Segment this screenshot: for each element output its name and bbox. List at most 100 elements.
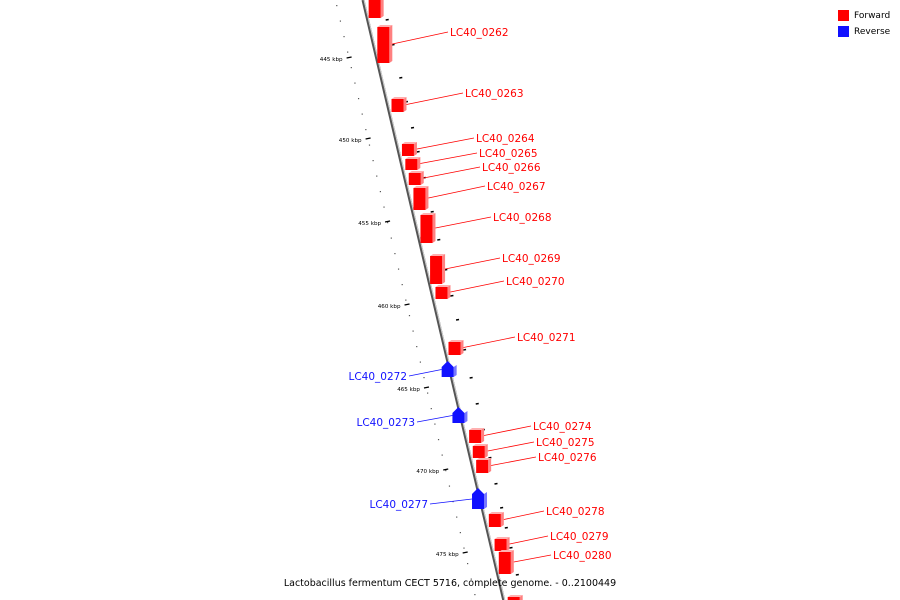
scale-label: 450 kbp [339, 138, 362, 144]
gene-top-face [476, 458, 492, 460]
minor-tick [430, 210, 434, 213]
gene-top-face [391, 97, 407, 99]
scale-label: 445 kbp [320, 57, 343, 63]
ruler-dot [423, 377, 425, 379]
gene-top-face [472, 444, 488, 446]
gene-label-leader [463, 336, 516, 348]
gene-body [368, 0, 381, 18]
ruler-dot [339, 20, 342, 22]
gene-top-face [401, 142, 417, 144]
gene-body [401, 144, 414, 156]
ruler-dot [405, 299, 407, 301]
minor-tick [515, 573, 519, 576]
scale-label: 470 kbp [416, 469, 439, 475]
scale-tick [462, 551, 468, 554]
minor-tick [462, 348, 467, 351]
ruler-dot [427, 392, 429, 394]
gene-top-face [469, 428, 485, 430]
gene-label: LC40_0274 [533, 421, 592, 433]
gene-label: LC40_0270 [506, 276, 565, 288]
gene-label-leader [420, 152, 478, 164]
legend-item-forward: Forward [838, 8, 898, 23]
ruler-dot [467, 563, 469, 565]
ruler-dot [383, 206, 385, 208]
ruler-dot [459, 532, 461, 534]
minor-tick [475, 402, 479, 405]
ruler-dot [357, 98, 360, 100]
gene-side-face [506, 537, 510, 551]
gene-label: LC40_0275 [536, 437, 595, 449]
gene-side-face [500, 512, 504, 527]
gene-body [452, 407, 465, 423]
ruler-dot [368, 144, 371, 146]
gene-label: LC40_0268 [493, 212, 552, 224]
gene-body [391, 99, 404, 112]
ruler-dot [350, 67, 352, 69]
gene-side-face [447, 285, 451, 299]
ruler-dot [387, 222, 389, 224]
gene-side-face [464, 411, 468, 423]
gene-label: LC40_0264 [476, 133, 535, 145]
gene-top-face [413, 186, 429, 188]
forward-gene [430, 254, 446, 284]
gene-side-face [417, 157, 421, 170]
forward-swatch [838, 10, 849, 21]
gene-side-face [413, 142, 417, 156]
gene-label-leader [408, 369, 442, 377]
gene-side-face [425, 186, 429, 210]
forward-gene [401, 142, 417, 156]
gene-label: LC40_0276 [538, 452, 597, 464]
gene-label: LC40_0277 [369, 499, 428, 511]
ruler-dot [394, 253, 396, 255]
minor-tick [385, 18, 389, 21]
minor-tick [399, 76, 403, 79]
scale-tick [443, 468, 449, 471]
gene-body [420, 215, 433, 243]
gene-side-face [453, 365, 457, 377]
gene-top-face [408, 171, 424, 173]
ruler-dot [474, 594, 476, 596]
gene-label-leader [423, 166, 481, 179]
gene-label: LC40_0272 [348, 371, 407, 383]
minor-tick [410, 126, 415, 129]
ruler-dot [397, 268, 400, 270]
gene-side-face [460, 340, 464, 355]
forward-gene [420, 213, 436, 243]
gene-body [472, 488, 485, 509]
gene-label-leader [416, 415, 453, 423]
forward-gene [377, 25, 393, 63]
ruler-dot [408, 315, 411, 317]
minor-tick [494, 482, 498, 485]
ruler-dot [470, 578, 472, 580]
gene-top-face [405, 157, 421, 159]
gene-label-leader [445, 257, 501, 270]
ruler-dot [401, 284, 403, 286]
gene-body [476, 460, 489, 473]
gene-side-face [432, 213, 436, 243]
gene-side-face [420, 171, 424, 185]
gene-label-leader [513, 554, 552, 563]
gene-side-face [519, 595, 523, 600]
gene-body [494, 539, 507, 551]
gene-side-face [442, 254, 446, 284]
gene-label: LC40_0265 [479, 148, 538, 160]
gene-side-face [484, 492, 488, 509]
gene-body [448, 342, 461, 355]
gene-label-leader [435, 216, 492, 229]
forward-gene [435, 285, 451, 299]
forward-gene [507, 595, 523, 600]
gene-label-leader [509, 535, 549, 545]
gene-label-leader [416, 137, 475, 150]
reverse-gene [441, 361, 457, 377]
gene-top-face [435, 285, 451, 287]
gene-label-leader [503, 510, 545, 520]
gene-label-leader [428, 185, 486, 199]
gene-label: LC40_0278 [546, 506, 605, 518]
gene-label-leader [392, 31, 449, 45]
ruler-dot [372, 160, 374, 162]
ruler-dot [434, 423, 436, 425]
minor-tick [469, 376, 473, 379]
ruler-dot [412, 330, 414, 332]
